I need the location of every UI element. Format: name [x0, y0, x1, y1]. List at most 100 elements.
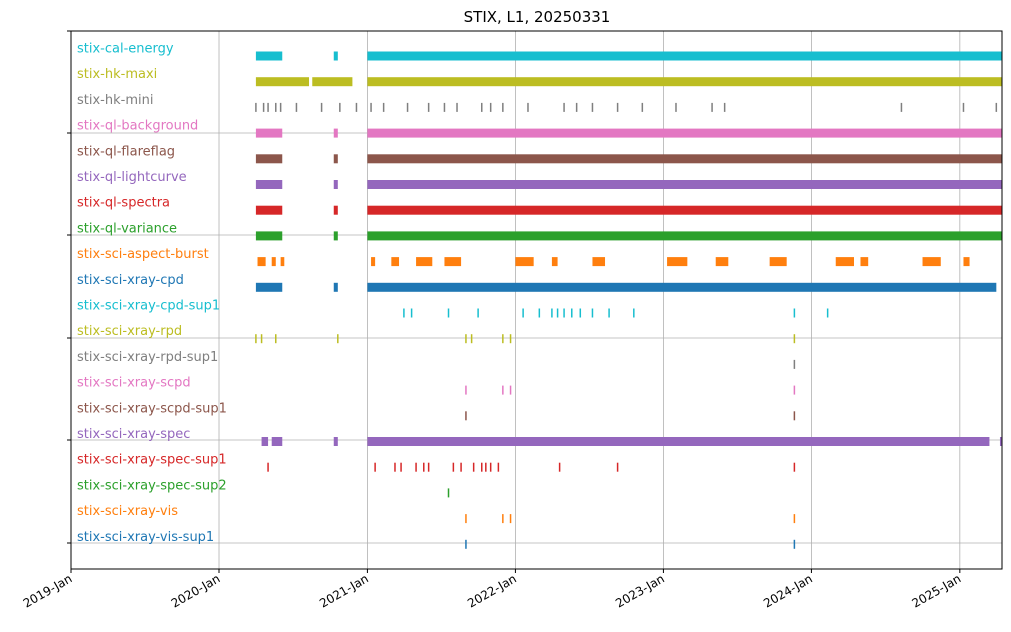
series-interval-bar: [835, 257, 854, 267]
series-label: stix-sci-xray-spec-sup2: [77, 478, 227, 493]
series-interval-bar: [367, 231, 1002, 241]
series-event-tick: [267, 462, 269, 472]
series-interval-bar: [367, 154, 1002, 164]
series-event-tick: [410, 308, 413, 318]
series-event-tick: [370, 102, 372, 112]
series-event-tick: [793, 411, 796, 421]
chart-marks: [255, 51, 1002, 549]
series-event-tick: [465, 539, 467, 549]
series-label: stix-sci-xray-spec: [77, 427, 190, 442]
x-tick-label: 2019-Jan: [21, 571, 75, 610]
series-interval-bar: [999, 437, 1002, 446]
series-interval-bar: [592, 257, 606, 267]
series-event-tick: [502, 334, 504, 344]
series-event-tick: [465, 514, 467, 524]
x-tick-label: 2023-Jan: [613, 571, 667, 610]
series-interval-bar: [255, 282, 283, 292]
series-event-tick: [403, 308, 405, 318]
series-interval-bar: [551, 257, 558, 267]
series-event-tick: [633, 308, 635, 318]
series-label: stix-cal-energy: [77, 42, 174, 57]
series-event-tick: [556, 308, 559, 318]
series-event-tick: [962, 102, 965, 112]
series-event-tick: [443, 102, 446, 112]
series-interval-bar: [257, 257, 266, 267]
series-event-tick: [400, 462, 402, 472]
series-interval-bar: [333, 51, 338, 61]
series-interval-bar: [333, 180, 338, 189]
series-event-tick: [522, 308, 524, 318]
series-event-tick: [374, 462, 376, 472]
series-interval-bar: [769, 257, 787, 267]
series-event-tick: [608, 308, 610, 318]
series-interval-bar: [715, 257, 729, 267]
series-label: stix-sci-xray-vis: [77, 504, 178, 519]
series-interval-bar: [444, 257, 462, 267]
series-event-tick: [267, 102, 269, 112]
series-interval-bar: [255, 154, 283, 164]
series-interval-bar: [333, 282, 338, 292]
series-interval-bar: [367, 180, 1002, 189]
series-event-tick: [447, 308, 450, 318]
series-event-tick: [826, 308, 829, 318]
series-interval-bar: [367, 51, 1002, 61]
series-event-tick: [481, 102, 483, 112]
series-event-tick: [502, 514, 504, 524]
series-event-tick: [255, 102, 257, 112]
series-event-tick: [793, 359, 796, 369]
series-interval-bar: [367, 282, 997, 292]
series-event-tick: [558, 462, 561, 472]
series-event-tick: [995, 102, 998, 112]
series-event-tick: [527, 102, 529, 112]
series-event-tick: [675, 102, 677, 112]
series-interval-bar: [367, 128, 1002, 138]
series-event-tick: [452, 462, 455, 472]
series-event-tick: [793, 385, 796, 395]
series-event-tick: [465, 385, 467, 395]
series-event-tick: [382, 102, 385, 112]
series-event-tick: [470, 334, 473, 344]
series-interval-bar: [367, 437, 990, 446]
series-interval-bar: [922, 257, 941, 267]
series-event-tick: [711, 102, 713, 112]
series-interval-bar: [515, 257, 534, 267]
series-event-tick: [538, 308, 541, 318]
series-interval-bar: [312, 77, 353, 87]
series-interval-bar: [367, 77, 1002, 87]
series-event-tick: [793, 514, 796, 524]
series-event-tick: [255, 334, 257, 344]
series-interval-bar: [333, 128, 338, 138]
series-event-tick: [571, 308, 573, 318]
x-tick-label: 2022-Jan: [465, 571, 519, 610]
series-event-tick: [793, 462, 796, 472]
series-event-tick: [502, 102, 504, 112]
series-event-tick: [616, 462, 619, 472]
series-event-tick: [563, 308, 565, 318]
series-event-tick: [723, 102, 726, 112]
series-event-tick: [423, 462, 425, 472]
series-event-tick: [465, 334, 467, 344]
series-label: stix-ql-flareflag: [77, 144, 175, 159]
series-event-tick: [275, 102, 277, 112]
series-event-tick: [339, 102, 341, 112]
series-event-tick: [275, 334, 277, 344]
series-event-tick: [579, 308, 582, 318]
series-event-tick: [502, 385, 504, 395]
plot-frame: [70, 30, 1003, 570]
x-tick-label: 2024-Jan: [761, 571, 815, 610]
series-event-tick: [509, 514, 512, 524]
series-event-tick: [509, 385, 512, 395]
series-label: stix-hk-maxi: [77, 67, 157, 82]
series-event-tick: [260, 334, 263, 344]
series-interval-bar: [255, 205, 283, 215]
series-event-tick: [551, 308, 553, 318]
series-label: stix-ql-background: [77, 119, 198, 134]
series-event-tick: [497, 462, 500, 472]
series-event-tick: [320, 102, 323, 112]
series-event-tick: [465, 411, 467, 421]
series-event-tick: [793, 334, 796, 344]
series-event-tick: [406, 102, 409, 112]
series-label: stix-sci-xray-spec-sup1: [77, 453, 227, 468]
series-event-tick: [641, 102, 644, 112]
series-event-tick: [394, 462, 396, 472]
